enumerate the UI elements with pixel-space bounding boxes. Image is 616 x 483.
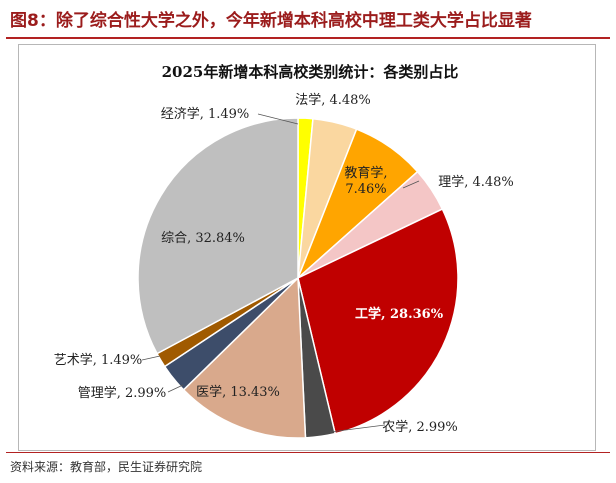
- source-note: 资料来源：教育部，民生证券研究院: [10, 460, 203, 474]
- slice-9: [137, 117, 299, 355]
- leader-lines: [141, 113, 420, 433]
- leader-line-1: [402, 180, 420, 189]
- slice-6: [182, 276, 307, 439]
- label-jiaoyuxue-value: 7.46%: [345, 182, 386, 197]
- label-guanlixue: 管理学, 2.99%: [78, 385, 167, 401]
- label-jingjixue: 经济学, 1.49%: [161, 106, 250, 122]
- chart-title: 2025年新增本科高校类别统计：各类别占比: [162, 63, 459, 81]
- source-divider: [6, 452, 610, 453]
- label-lixue: 理学, 4.48%: [438, 174, 514, 190]
- label-faxue: 法学, 4.48%: [295, 92, 371, 108]
- title-divider: [6, 37, 610, 39]
- pie-slices: [137, 117, 459, 439]
- leader-line-4: [141, 355, 161, 361]
- label-zonghe: 综合, 32.84%: [161, 231, 245, 246]
- leader-line-2: [329, 424, 386, 433]
- label-yishuxue: 艺术学, 1.49%: [54, 352, 143, 368]
- label-yixue: 医学, 13.43%: [196, 384, 280, 400]
- label-jiaoyuxue-name: 教育学,: [344, 165, 387, 181]
- label-nongxue: 农学, 2.99%: [382, 419, 458, 435]
- label-gongxue: 工学, 28.36%: [355, 306, 444, 322]
- figure-title: 图8：除了综合性大学之外，今年新增本科高校中理工类大学占比显著: [10, 11, 532, 31]
- slice-4: [297, 208, 459, 435]
- leader-line-3: [167, 384, 184, 393]
- leader-line-0: [257, 113, 299, 125]
